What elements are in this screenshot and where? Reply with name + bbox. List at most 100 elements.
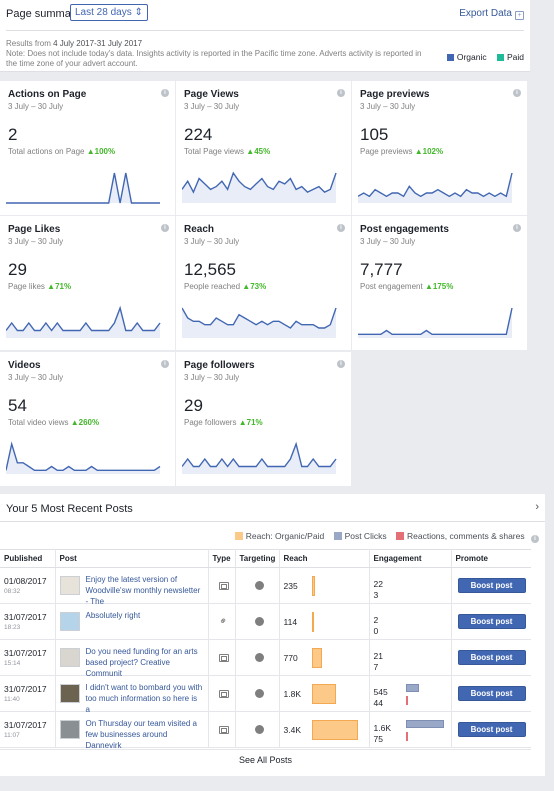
info-icon[interactable]: i (531, 535, 539, 543)
status-post-icon (218, 581, 229, 590)
metric-title: Reach (184, 224, 215, 235)
promote-cell: Boost post (451, 675, 531, 712)
sparkline-line (6, 441, 161, 471)
column-header: Type (208, 549, 236, 568)
post-cell[interactable]: Absolutely right (55, 603, 209, 640)
post-cell[interactable]: I didn't want to bombard you with too mu… (55, 675, 209, 714)
sparkline-chart (358, 307, 513, 338)
type-cell (208, 675, 236, 712)
info-icon[interactable]: i (513, 224, 521, 232)
post-clicks-value: 1.6K (373, 723, 392, 733)
post-thumbnail[interactable] (59, 576, 80, 595)
boost-post-button[interactable]: Boost post (457, 578, 526, 593)
sparkline-chart (6, 172, 160, 204)
change-up-indicator: ▲260% (70, 418, 100, 427)
post-cell[interactable]: On Thursday our team visited a few busin… (55, 711, 209, 750)
recent-posts-header[interactable]: Your 5 Most Recent Posts › (0, 494, 545, 522)
metric-card-page-previews[interactable]: Page previews i 3 July – 30 July 105 Page pr… (352, 81, 527, 215)
info-icon[interactable]: i (513, 89, 521, 97)
reach-bar (311, 612, 314, 632)
reach-cell: 770 (279, 639, 370, 676)
sparkline-area (182, 173, 336, 203)
boost-post-button[interactable]: Boost post (457, 686, 526, 701)
status-post-icon (218, 689, 229, 698)
reach-cell: 3.4K (279, 711, 370, 748)
info-icon[interactable]: i (337, 360, 345, 368)
metric-title: Page followers (184, 360, 255, 371)
sparkline-area (358, 173, 512, 203)
globe-icon (254, 725, 264, 734)
promote-cell: Boost post (451, 711, 531, 748)
metric-card-page-likes[interactable]: Page Likes i 3 July – 30 July 29 Page likes … (0, 216, 175, 350)
column-header[interactable]: Engagement (369, 549, 452, 568)
reactions-swatch (395, 532, 404, 540)
export-data-link[interactable]: Export Data + (459, 8, 524, 20)
post-link[interactable]: Absolutely right (85, 611, 141, 620)
page-summary-title: Page summary (6, 8, 80, 20)
metric-value: 2 (8, 125, 18, 144)
published-date: 31/07/2017 (4, 648, 47, 658)
sparkline-line (6, 172, 160, 204)
post-cell[interactable]: Enjoy the latest version of Woodville'sw… (55, 567, 209, 606)
metric-card-page-followers[interactable]: Page followers i 3 July – 30 July 29 Page fo… (176, 352, 351, 486)
boost-post-button[interactable]: Boost post (457, 722, 526, 737)
metric-card-actions-on-page[interactable]: Actions on Page i 3 July – 30 July 2 Total a… (0, 81, 175, 215)
post-link[interactable]: On Thursday our team visited a few busin… (85, 719, 197, 750)
see-all-posts-link[interactable]: See All Posts (0, 749, 531, 771)
metric-dates: 3 July – 30 July (184, 102, 240, 111)
export-icon: + (515, 11, 524, 20)
metric-card-post-engagements[interactable]: Post engagements i 3 July – 30 July 7,777 Po… (352, 216, 527, 350)
sparkline-chart (182, 441, 337, 474)
engagement-cell: 545 44 (369, 675, 452, 712)
boost-post-button[interactable]: Boost post (457, 614, 526, 629)
info-icon[interactable]: i (337, 89, 345, 97)
metric-caption: Post engagement ▲175% (360, 282, 454, 291)
post-thumbnail[interactable] (59, 684, 80, 703)
reach-value: 114 (283, 617, 298, 627)
status-post-icon (218, 653, 229, 662)
column-header: Promote (451, 549, 531, 568)
metric-title: Actions on Page (8, 89, 87, 100)
type-cell (208, 639, 236, 676)
post-link[interactable]: Enjoy the latest version of Woodville'sw… (85, 575, 201, 606)
promote-cell: Boost post (451, 567, 531, 604)
published-date: 31/07/2017 (4, 612, 47, 622)
posts-legend: Reach: Organic/Paid Post Clicks Reaction… (228, 531, 539, 543)
reach-value: 770 (283, 653, 298, 663)
status-post-icon (218, 725, 229, 734)
post-cell[interactable]: Do you need funding for an arts based pr… (55, 639, 209, 678)
info-icon[interactable]: i (337, 224, 345, 232)
column-header[interactable]: Published (0, 549, 56, 568)
reach-bar (311, 720, 358, 740)
published-date: 31/07/2017 (4, 720, 47, 730)
chevron-updown-icon: ⇕ (134, 7, 143, 18)
reach-value: 1.8K (283, 689, 302, 699)
metric-card-reach[interactable]: Reach i 3 July – 30 July 12,565 People reach… (176, 216, 351, 350)
info-icon[interactable]: i (161, 360, 169, 368)
info-icon[interactable]: i (161, 89, 169, 97)
post-link[interactable]: I didn't want to bombard you with too mu… (85, 683, 203, 714)
published-time: 08:32 (4, 588, 21, 595)
post-thumbnail[interactable] (59, 648, 80, 667)
post-thumbnail[interactable] (59, 612, 80, 631)
metric-value: 29 (8, 260, 27, 279)
metric-card-page-views[interactable]: Page Views i 3 July – 30 July 224 Total Page… (176, 81, 351, 215)
chevron-right-icon[interactable]: › (535, 501, 539, 513)
summary-legend: Organic Paid (439, 52, 524, 62)
column-header[interactable]: Reach (279, 549, 370, 568)
reach-swatch (234, 532, 243, 540)
boost-post-button[interactable]: Boost post (457, 650, 526, 665)
date-range-dropdown[interactable]: Last 28 days ⇕ (70, 4, 148, 21)
targeting-cell (235, 603, 280, 640)
post-link[interactable]: Do you need funding for an arts based pr… (85, 647, 198, 678)
column-header: Targeting (235, 549, 280, 568)
reach-bar (311, 576, 315, 596)
metric-card-videos[interactable]: Videos i 3 July – 30 July 54 Total video vie… (0, 352, 175, 486)
info-icon[interactable]: i (161, 224, 169, 232)
divider (6, 30, 524, 31)
table-row: 31/07/2017 11:40 I didn't want to bombard … (0, 675, 531, 714)
post-thumbnail[interactable] (59, 720, 80, 739)
targeting-cell (235, 567, 280, 604)
published-date: 31/07/2017 (4, 684, 47, 694)
globe-icon (254, 689, 264, 698)
